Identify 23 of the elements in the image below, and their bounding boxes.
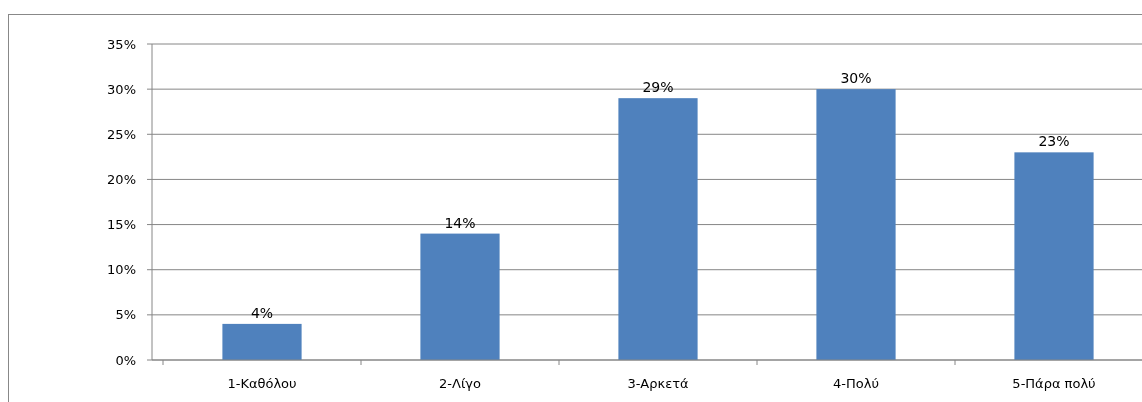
y-tick-label: 15%: [107, 217, 136, 233]
y-tick-label: 25%: [107, 126, 136, 142]
data-label: 14%: [444, 214, 476, 231]
y-tick-label: 0%: [115, 352, 136, 368]
y-tick-label: 35%: [107, 36, 136, 52]
x-tick-label: 3-Αρκετά: [627, 376, 689, 391]
y-tick-label: 30%: [107, 81, 136, 97]
data-label: 4%: [250, 304, 274, 321]
x-tick-label: 4-Πολύ: [833, 376, 879, 391]
data-label: 23%: [1038, 133, 1070, 150]
x-tick-label: 1-Καθόλου: [227, 376, 297, 391]
y-tick-label: 20%: [107, 171, 136, 187]
x-tick-label: 5-Πάρα πολύ: [1012, 376, 1096, 391]
x-tick-label: 2-Λίγο: [439, 376, 481, 391]
data-label: 30%: [840, 70, 872, 87]
y-tick-label: 10%: [107, 262, 136, 278]
bar: [816, 89, 896, 360]
data-label: 29%: [642, 79, 674, 96]
y-tick-label: 5%: [115, 307, 136, 323]
bar: [1014, 152, 1094, 360]
bar: [222, 323, 302, 360]
bar: [618, 98, 698, 360]
bar: [420, 233, 500, 360]
